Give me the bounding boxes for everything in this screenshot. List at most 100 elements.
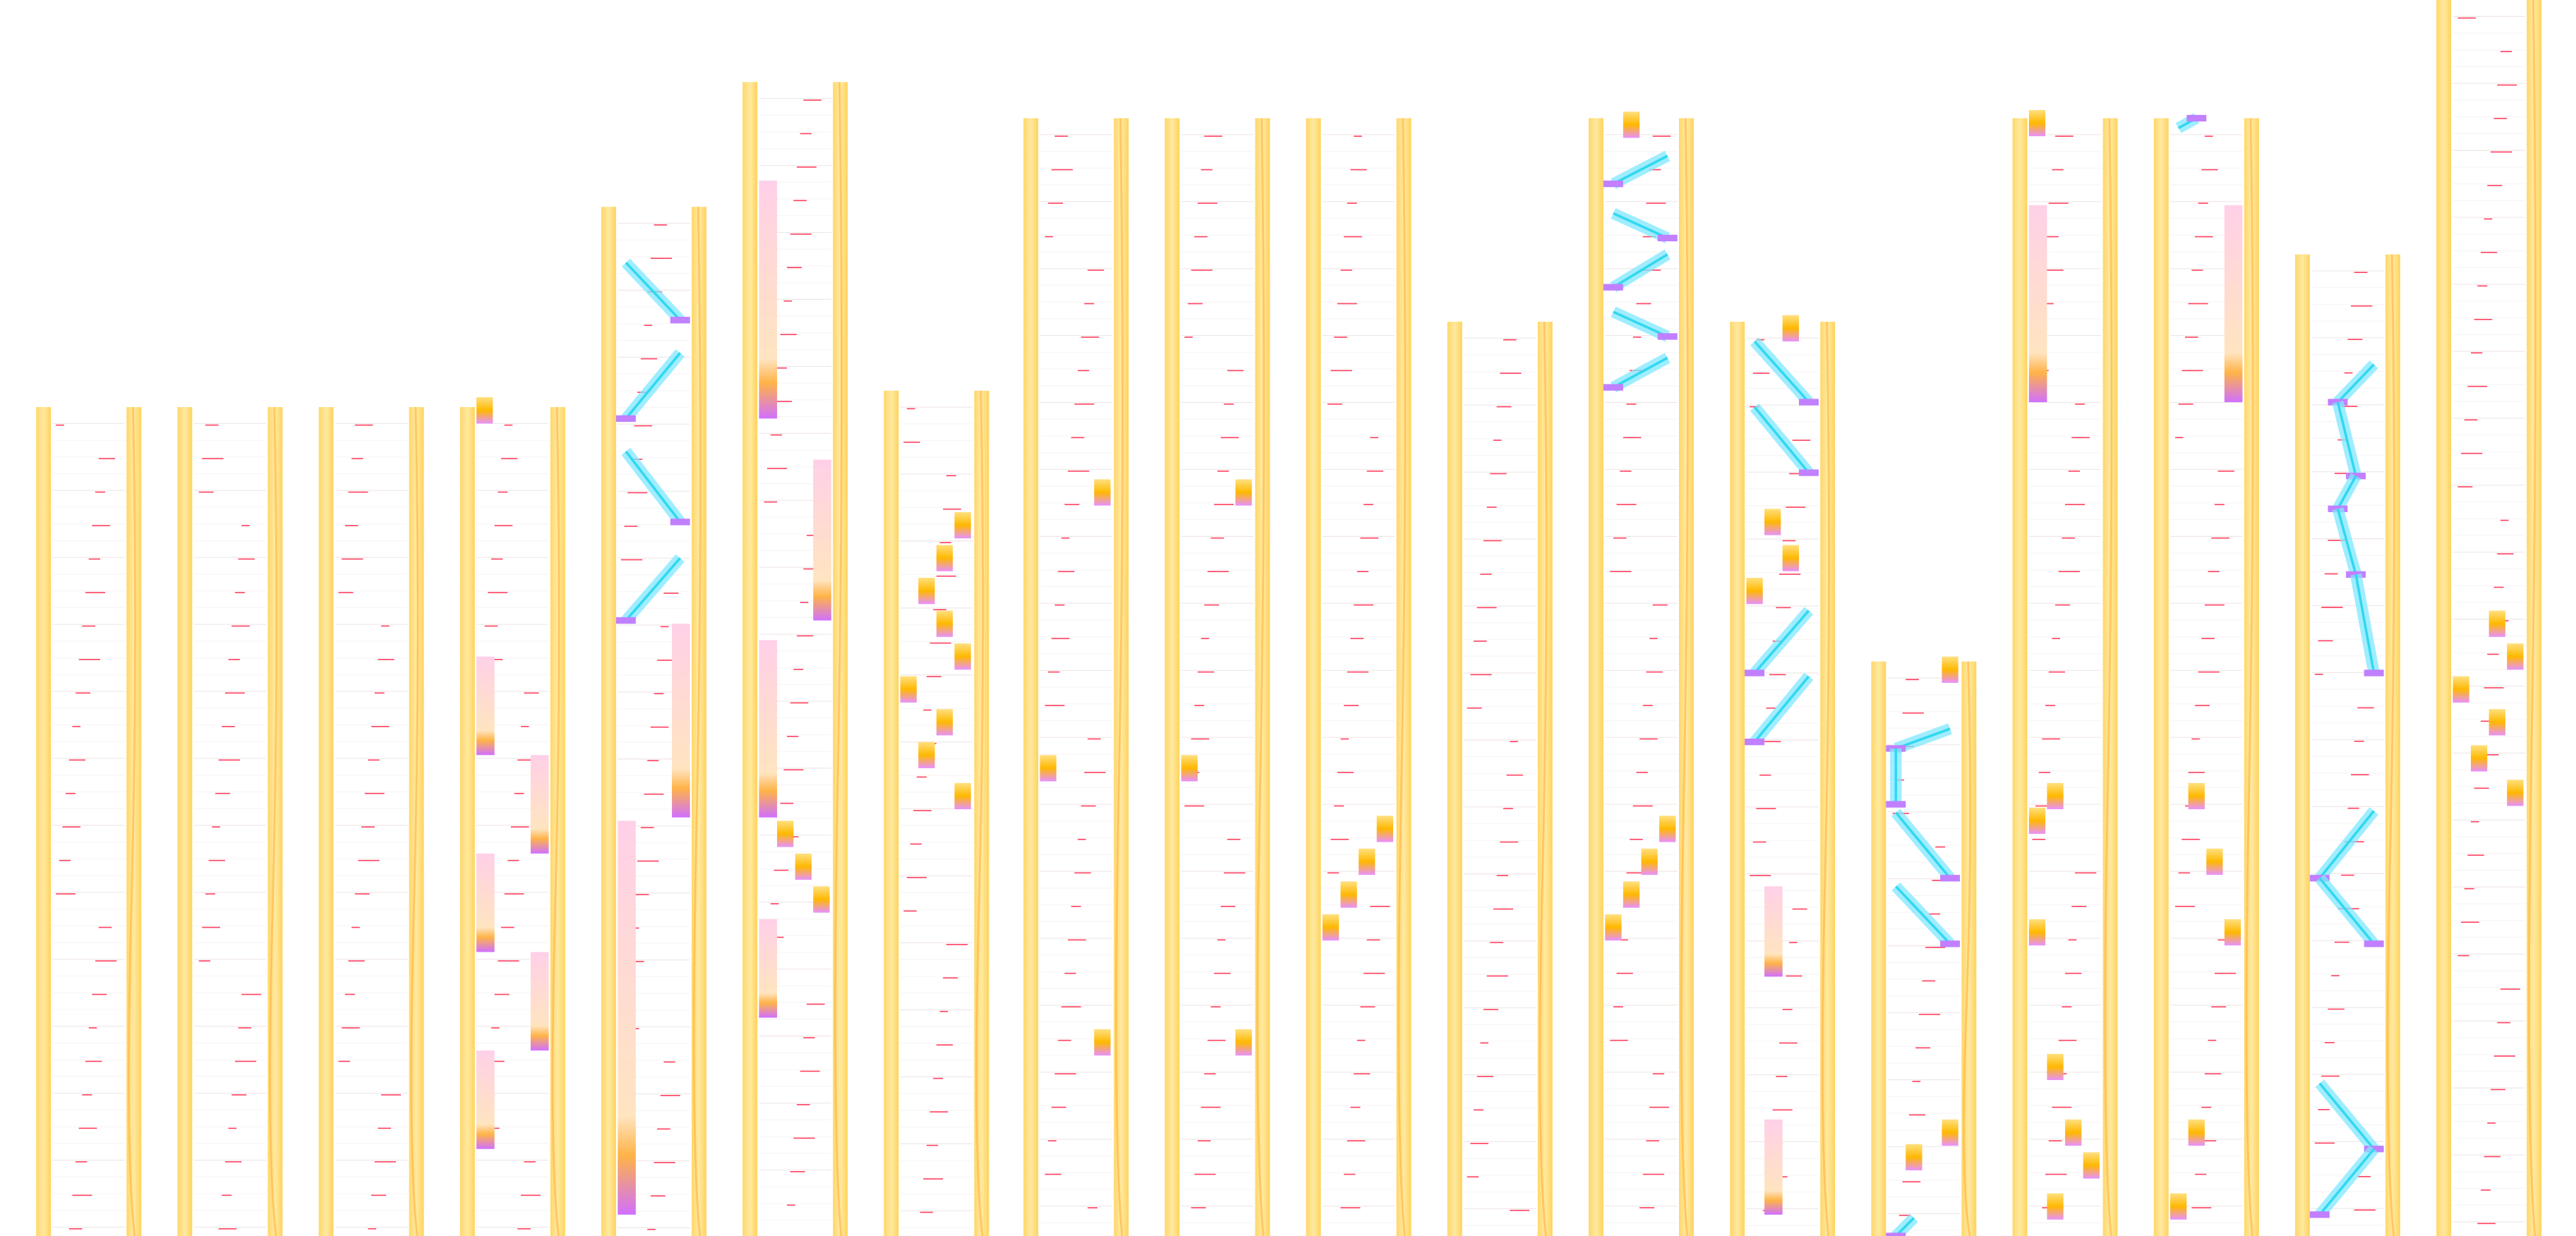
slide-end — [615, 415, 636, 422]
hold-note — [530, 755, 549, 854]
column-body — [177, 407, 283, 1236]
rail-texture — [1397, 118, 1407, 1236]
tap-note — [2188, 1119, 2205, 1146]
slide-core — [2318, 810, 2376, 879]
left-rail — [2294, 254, 2310, 1236]
tap-note — [795, 853, 812, 880]
slide-core — [1753, 406, 1810, 474]
slide-end — [2186, 114, 2207, 122]
slide-core — [2354, 574, 2376, 674]
tap-note — [1359, 848, 1376, 876]
chart-column — [1164, 118, 1270, 1236]
slide-end — [2364, 670, 2384, 677]
slide-end — [615, 617, 636, 624]
chart-column — [1588, 111, 1694, 1236]
rail-texture — [2528, 0, 2536, 1236]
column-body — [459, 407, 565, 1236]
slide-end — [2309, 875, 2330, 882]
tap-note — [2065, 1119, 2082, 1146]
hold-note — [476, 1050, 495, 1149]
tap-note — [2206, 848, 2223, 876]
slide-end — [1603, 384, 1623, 391]
tap-note — [2471, 745, 2488, 772]
slide-core — [1613, 310, 1668, 338]
slide-end — [1657, 234, 1678, 242]
chart-column — [1871, 656, 1977, 1236]
tap-note — [1906, 1144, 1922, 1170]
column-body — [1588, 118, 1694, 1236]
slide-core — [1894, 811, 1951, 879]
rail-texture — [975, 390, 985, 1236]
tap-note — [2507, 643, 2524, 670]
tap-note — [918, 577, 935, 605]
left-rail — [884, 390, 899, 1236]
tap-note — [2028, 807, 2046, 834]
tap-note — [2488, 709, 2505, 736]
slide-core — [625, 262, 681, 321]
tap-note — [1942, 1119, 1958, 1146]
chart-column — [2153, 113, 2259, 1236]
left-rail — [2012, 118, 2028, 1236]
slide-end — [1940, 875, 1961, 882]
hold-note — [618, 820, 636, 1215]
chart-column — [2436, 0, 2542, 1236]
rail-texture — [834, 82, 843, 1236]
rail-texture — [1680, 118, 1689, 1236]
rail-texture — [2245, 118, 2254, 1236]
tap-note — [2507, 780, 2524, 806]
rail-texture — [1115, 118, 1124, 1236]
tap-note — [1040, 755, 1057, 782]
tap-note — [1340, 881, 1357, 908]
chart-column — [459, 397, 565, 1236]
tap-note — [2047, 1053, 2064, 1080]
slide-core — [1753, 675, 1810, 743]
tap-note — [1181, 755, 1198, 782]
slide-core — [625, 450, 682, 523]
hold-note — [2028, 205, 2047, 403]
left-rail — [1588, 118, 1603, 1236]
left-rail — [459, 407, 475, 1236]
left-rail — [1447, 322, 1462, 1236]
chart-column — [1730, 315, 1836, 1236]
left-rail — [742, 82, 758, 1236]
slide-end — [1603, 180, 1623, 188]
slide-core — [2336, 508, 2357, 575]
rail-texture — [269, 406, 278, 1236]
tap-note — [2224, 919, 2241, 946]
chart-column — [1306, 118, 1412, 1236]
hold-note — [759, 180, 778, 419]
tap-note — [2047, 1193, 2064, 1220]
slide-core — [1613, 356, 1668, 389]
tap-note — [1782, 545, 1799, 571]
left-rail — [1164, 118, 1180, 1236]
chart-column — [601, 207, 706, 1236]
tap-note — [1623, 881, 1640, 908]
left-rail — [1871, 661, 1886, 1236]
slide-end — [1798, 399, 1819, 406]
column-body — [1447, 322, 1553, 1236]
rail-texture — [2386, 254, 2395, 1236]
tap-note — [2047, 782, 2064, 810]
column-body — [884, 390, 989, 1236]
slide-core — [2318, 877, 2376, 945]
left-rail — [177, 407, 193, 1236]
slide-end — [2309, 1211, 2330, 1218]
slide-end — [1886, 801, 1906, 808]
slide-core — [1613, 212, 1668, 239]
rail-texture — [2104, 118, 2113, 1236]
tap-note — [2188, 782, 2205, 810]
slide-core — [625, 352, 682, 420]
column-body — [2153, 118, 2259, 1236]
tap-note — [1094, 1029, 1111, 1056]
hold-note — [1764, 1119, 1783, 1215]
slide-core — [625, 557, 682, 622]
slide-end — [1745, 670, 1765, 677]
tap-note — [936, 545, 953, 571]
column-body — [1730, 322, 1836, 1236]
tap-note — [1782, 315, 1799, 341]
rail-texture — [1256, 118, 1265, 1236]
column-body — [318, 407, 424, 1236]
tap-note — [1641, 848, 1658, 876]
tap-note — [777, 820, 794, 847]
